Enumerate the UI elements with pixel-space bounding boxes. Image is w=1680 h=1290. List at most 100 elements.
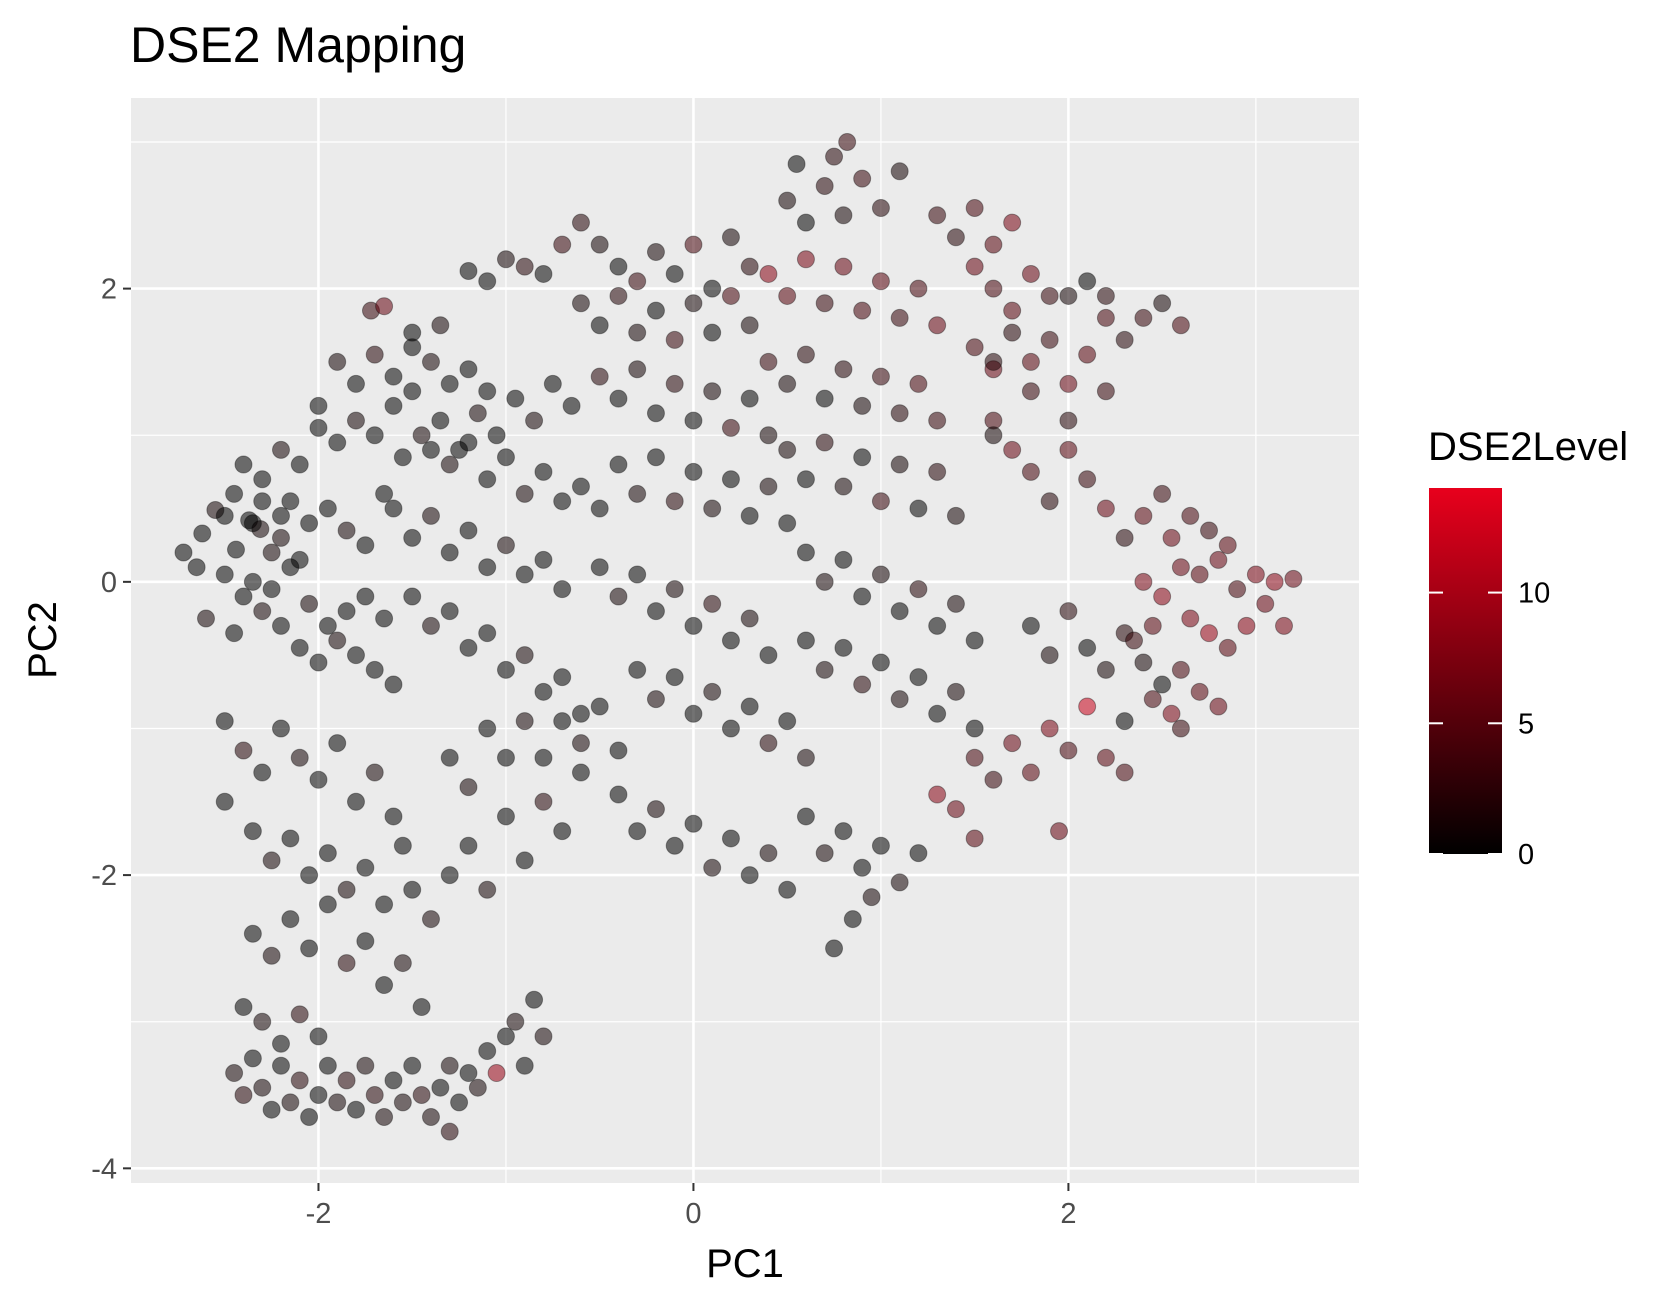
data-point [234, 587, 253, 606]
data-point [628, 323, 647, 342]
data-point [337, 521, 356, 540]
data-point [271, 1056, 290, 1075]
data-point [721, 631, 740, 650]
data-point [262, 580, 281, 599]
data-point [721, 470, 740, 489]
data-point [553, 822, 572, 841]
data-point [234, 741, 253, 760]
data-point [1171, 316, 1190, 335]
data-point [215, 506, 234, 525]
data-point [534, 264, 553, 283]
data-point [590, 367, 609, 386]
data-point [1153, 587, 1172, 606]
y-tick-label: -4 [91, 1153, 117, 1185]
data-point [890, 404, 909, 423]
data-point [609, 455, 628, 474]
data-point [534, 462, 553, 481]
legend: DSE2Level 0 5 10 [1428, 425, 1628, 871]
data-point [393, 448, 412, 467]
data-point [928, 411, 947, 430]
data-point [225, 484, 244, 503]
data-point [403, 528, 422, 547]
data-point [318, 895, 337, 914]
data-point [571, 734, 590, 753]
data-point [1115, 528, 1134, 547]
data-point [525, 990, 544, 1009]
data-point [1021, 462, 1040, 481]
data-point [646, 404, 665, 423]
data-point [309, 396, 328, 415]
data-point [1078, 470, 1097, 489]
data-point [609, 587, 628, 606]
data-point [290, 550, 309, 569]
x-tick-label: -2 [306, 1198, 332, 1230]
data-point [1003, 440, 1022, 459]
data-point [834, 206, 853, 225]
data-point [215, 712, 234, 731]
data-point [1096, 660, 1115, 679]
data-point [478, 1042, 497, 1061]
data-point [1200, 521, 1219, 540]
data-point [431, 1078, 450, 1097]
data-point [496, 250, 515, 269]
data-point [834, 257, 853, 276]
data-point [965, 338, 984, 357]
data-point [496, 1027, 515, 1046]
data-point [1078, 697, 1097, 716]
data-point [309, 418, 328, 437]
data-point [1021, 616, 1040, 635]
data-point [431, 411, 450, 430]
data-point [1209, 697, 1228, 716]
data-point [871, 836, 890, 855]
data-point [740, 506, 759, 525]
legend-colorbar [1429, 488, 1502, 854]
data-point [946, 506, 965, 525]
data-point [309, 1027, 328, 1046]
data-point [1218, 638, 1237, 657]
data-point [890, 873, 909, 892]
data-point [356, 1056, 375, 1075]
data-point [243, 514, 262, 533]
data-point [534, 748, 553, 767]
data-point [796, 470, 815, 489]
data-point [478, 272, 497, 291]
data-point [684, 814, 703, 833]
data-point [1078, 272, 1097, 291]
data-point [346, 646, 365, 665]
data-point [890, 602, 909, 621]
data-point [740, 697, 759, 716]
data-point [759, 734, 778, 753]
data-point [459, 360, 478, 379]
data-point [1115, 763, 1134, 782]
data-point [703, 858, 722, 877]
data-point [1040, 719, 1059, 738]
data-point [928, 206, 947, 225]
data-point [393, 836, 412, 855]
data-point [496, 807, 515, 826]
data-point [515, 484, 534, 503]
data-point [496, 448, 515, 467]
data-point [1171, 660, 1190, 679]
data-point [721, 418, 740, 437]
data-point [356, 536, 375, 555]
data-point [271, 1034, 290, 1053]
data-point [1134, 506, 1153, 525]
data-point [928, 704, 947, 723]
data-point [628, 360, 647, 379]
data-point [225, 1064, 244, 1083]
data-point [253, 470, 272, 489]
data-point [759, 477, 778, 496]
data-point [838, 132, 857, 151]
data-point [440, 1056, 459, 1075]
data-point [1275, 616, 1294, 635]
data-point [609, 389, 628, 408]
data-point [1171, 558, 1190, 577]
y-axis-title: PC2 [21, 601, 65, 679]
data-point [1040, 492, 1059, 511]
data-point [1190, 682, 1209, 701]
data-point [346, 374, 365, 393]
data-point [318, 616, 337, 635]
data-point [346, 792, 365, 811]
data-point [853, 675, 872, 694]
data-point [1059, 741, 1078, 760]
